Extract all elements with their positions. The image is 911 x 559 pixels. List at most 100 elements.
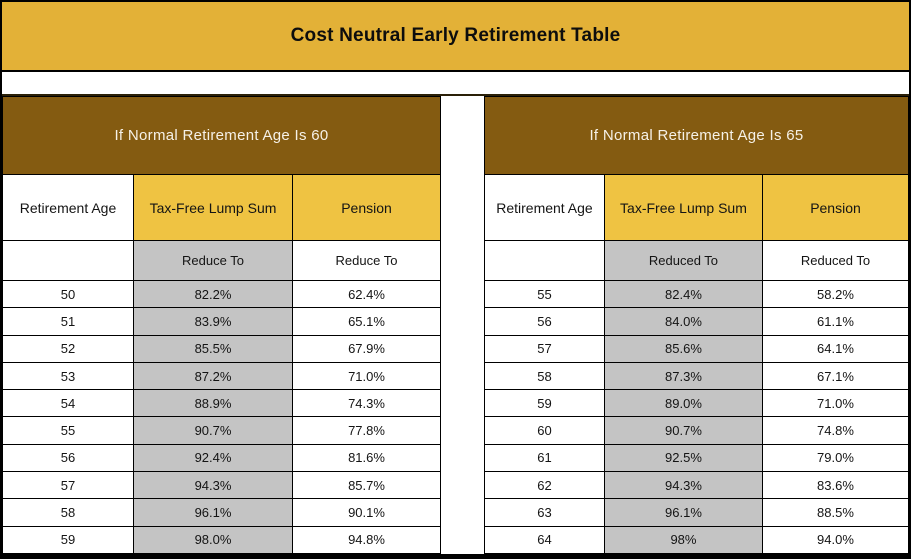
pension-cell: 94.0% (761, 525, 909, 555)
lump-sum-cell: 98.0% (133, 525, 293, 555)
subheader-row: Reduced To Reduced To (483, 240, 909, 281)
table-row: 61 92.5% 79.0% (483, 443, 909, 473)
table-row: 60 90.7% 74.8% (483, 416, 909, 445)
lump-sum-cell: 87.3% (603, 361, 763, 391)
age-cell: 61 (483, 443, 605, 473)
age-cell: 54 (2, 389, 134, 418)
table-row: 54 88.9% 74.3% (2, 389, 442, 418)
pension-cell: 64.1% (761, 334, 909, 363)
title-bar: Cost Neutral Early Retirement Table (2, 2, 909, 72)
lump-sum-cell: 88.9% (133, 389, 293, 418)
lump-sum-cell: 85.5% (133, 334, 293, 363)
table-band-title: If Normal Retirement Age Is 60 (2, 96, 442, 175)
table-body: 50 82.2% 62.4% 51 83.9% 65.1% 52 85.5% 67.9% 53 87… (2, 279, 442, 555)
subheader-pension-reduce-to: Reduce To (291, 240, 442, 281)
column-header-row: Retirement Age Tax-Free Lump Sum Pension (483, 174, 909, 241)
pension-cell: 62.4% (291, 279, 442, 309)
table-band-title: If Normal Retirement Age Is 65 (483, 96, 909, 175)
lump-sum-cell: 87.2% (133, 361, 293, 391)
table-retirement-age-60: If Normal Retirement Age Is 60 Retiremen… (2, 96, 442, 555)
pension-cell: 94.8% (291, 525, 442, 555)
table-row: 50 82.2% 62.4% (2, 279, 442, 309)
lump-sum-cell: 96.1% (133, 498, 293, 527)
age-cell: 57 (2, 471, 134, 500)
pension-cell: 58.2% (761, 279, 909, 309)
age-cell: 52 (2, 334, 134, 363)
pension-cell: 71.0% (291, 361, 442, 391)
pension-cell: 61.1% (761, 307, 909, 336)
table-body: 55 82.4% 58.2% 56 84.0% 61.1% 57 85.6% 64.1% 58 87… (483, 279, 909, 555)
pension-cell: 81.6% (291, 443, 442, 473)
lump-sum-cell: 83.9% (133, 307, 293, 336)
column-header-pension: Pension (761, 174, 909, 241)
table-row: 53 87.2% 71.0% (2, 361, 442, 391)
subheader-lump-sum-reduce-to: Reduce To (133, 240, 293, 281)
age-cell: 64 (483, 525, 605, 555)
table-row: 55 90.7% 77.8% (2, 416, 442, 445)
age-cell: 63 (483, 498, 605, 527)
pension-cell: 67.9% (291, 334, 442, 363)
lump-sum-cell: 90.7% (133, 416, 293, 445)
table-row: 64 98% 94.0% (483, 525, 909, 555)
subheader-empty (2, 240, 134, 281)
column-header-row: Retirement Age Tax-Free Lump Sum Pension (2, 174, 442, 241)
table-row: 56 84.0% 61.1% (483, 307, 909, 336)
lump-sum-cell: 90.7% (603, 416, 763, 445)
pension-cell: 88.5% (761, 498, 909, 527)
age-cell: 58 (2, 498, 134, 527)
lump-sum-cell: 94.3% (133, 471, 293, 500)
table-row: 52 85.5% 67.9% (2, 334, 442, 363)
table-row: 51 83.9% 65.1% (2, 307, 442, 336)
lump-sum-cell: 96.1% (603, 498, 763, 527)
age-cell: 60 (483, 416, 605, 445)
table-retirement-age-65: If Normal Retirement Age Is 65 Retiremen… (483, 96, 909, 555)
lump-sum-cell: 82.2% (133, 279, 293, 309)
age-cell: 51 (2, 307, 134, 336)
pension-cell: 74.8% (761, 416, 909, 445)
lump-sum-cell: 82.4% (603, 279, 763, 309)
age-cell: 59 (483, 389, 605, 418)
lump-sum-cell: 92.5% (603, 443, 763, 473)
lump-sum-cell: 85.6% (603, 334, 763, 363)
age-cell: 59 (2, 525, 134, 555)
age-cell: 55 (483, 279, 605, 309)
table-band-row: If Normal Retirement Age Is 65 (483, 96, 909, 175)
pension-cell: 71.0% (761, 389, 909, 418)
table-row: 62 94.3% 83.6% (483, 471, 909, 500)
table-row: 58 96.1% 90.1% (2, 498, 442, 527)
subheader-lump-sum-reduced-to: Reduced To (603, 240, 763, 281)
pension-cell: 83.6% (761, 471, 909, 500)
column-header-retirement-age: Retirement Age (2, 174, 134, 241)
table-row: 57 85.6% 64.1% (483, 334, 909, 363)
pension-cell: 79.0% (761, 443, 909, 473)
table-row: 57 94.3% 85.7% (2, 471, 442, 500)
table-row: 59 89.0% 71.0% (483, 389, 909, 418)
age-cell: 50 (2, 279, 134, 309)
age-cell: 58 (483, 361, 605, 391)
lump-sum-cell: 89.0% (603, 389, 763, 418)
pension-cell: 90.1% (291, 498, 442, 527)
table-row: 63 96.1% 88.5% (483, 498, 909, 527)
pension-cell: 85.7% (291, 471, 442, 500)
age-cell: 53 (2, 361, 134, 391)
pension-cell: 65.1% (291, 307, 442, 336)
lump-sum-cell: 94.3% (603, 471, 763, 500)
pension-cell: 77.8% (291, 416, 442, 445)
column-header-lump-sum: Tax-Free Lump Sum (603, 174, 763, 241)
tables-section: If Normal Retirement Age Is 60 Retiremen… (2, 94, 909, 557)
age-cell: 57 (483, 334, 605, 363)
subheader-pension-reduced-to: Reduced To (761, 240, 909, 281)
pension-cell: 67.1% (761, 361, 909, 391)
title-gap (2, 72, 909, 94)
lump-sum-cell: 92.4% (133, 443, 293, 473)
age-cell: 55 (2, 416, 134, 445)
subheader-empty (483, 240, 605, 281)
lump-sum-cell: 98% (603, 525, 763, 555)
age-cell: 56 (483, 307, 605, 336)
lump-sum-cell: 84.0% (603, 307, 763, 336)
subheader-row: Reduce To Reduce To (2, 240, 442, 281)
table-band-row: If Normal Retirement Age Is 60 (2, 96, 442, 175)
table-row: 58 87.3% 67.1% (483, 361, 909, 391)
table-row: 55 82.4% 58.2% (483, 279, 909, 309)
